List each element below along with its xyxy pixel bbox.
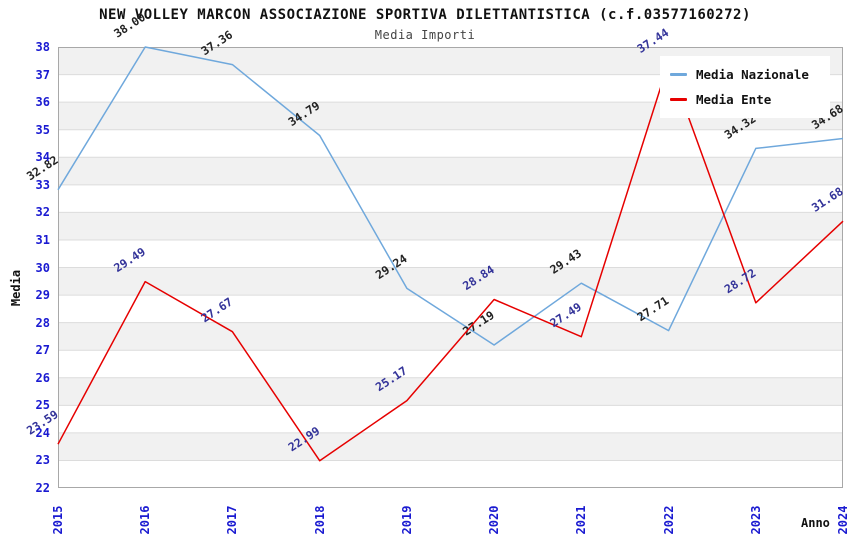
x-tick-label: 2015: [51, 505, 65, 535]
y-tick-label: 36: [35, 95, 50, 110]
plot-band: [58, 239, 843, 268]
plot-border: [58, 47, 843, 488]
x-tick-label: 2018: [312, 505, 327, 535]
x-tick-label: 2022: [661, 505, 676, 535]
x-tick-label: 2021: [574, 505, 589, 535]
y-tick-label: 24: [35, 425, 50, 440]
y-tick-label: 31: [35, 232, 50, 247]
legend-label-media-ente: Media Ente: [696, 92, 772, 107]
x-tick-label: 2024: [836, 505, 850, 535]
legend: Media Nazionale Media Ente: [660, 56, 830, 118]
plot-band: [58, 212, 843, 240]
x-tick-label: 2016: [138, 505, 153, 535]
legend-item-media-nazionale: Media Nazionale: [670, 62, 830, 87]
y-tick-label: 30: [35, 260, 50, 275]
y-tick-label: 23: [35, 453, 50, 468]
y-tick-label: 27: [35, 343, 50, 358]
plot-band: [58, 405, 843, 433]
x-tick-label: 2019: [399, 505, 414, 535]
y-tick-label: 37: [35, 67, 50, 82]
plot-band: [58, 129, 843, 158]
legend-swatch-media-ente: [670, 98, 687, 101]
y-tick-label: 28: [35, 315, 50, 330]
y-tick-label: 25: [35, 398, 50, 413]
series-line-media-ente: [57, 61, 844, 462]
plot-svg: 32.8238.0037.3634.7929.2427.1929.4327.71…: [24, 10, 846, 488]
plot-band: [58, 377, 843, 406]
y-tick-label: 32: [35, 205, 50, 220]
series-line-media-nazionale: [57, 46, 844, 346]
plot-band: [58, 322, 843, 351]
y-tick-label: 33: [35, 177, 50, 192]
y-tick-label: 35: [35, 122, 50, 137]
plot-area: 32.82 38.00 37.36 34.79 29.24 27.19 29.43 27.71…: [24, 10, 846, 488]
legend-item-media-ente: Media Ente: [670, 87, 830, 112]
x-axis-title: Anno: [801, 516, 830, 530]
legend-swatch-media-nazionale: [670, 73, 687, 76]
y-tick-label: 29: [35, 288, 50, 303]
plot-band: [58, 460, 843, 488]
plot-band: [58, 350, 843, 378]
y-tick-label: 34: [35, 150, 50, 165]
plot-band: [58, 295, 843, 323]
x-tick-label: 2023: [748, 505, 763, 535]
plot-band: [58, 432, 843, 461]
y-tick-label: 38: [35, 40, 50, 54]
y-tick-label: 22: [35, 481, 50, 495]
y-tick-label: 26: [35, 370, 50, 385]
plot-band: [58, 184, 843, 213]
legend-label-media-nazionale: Media Nazionale: [696, 67, 809, 82]
plot-band: [58, 267, 843, 296]
chart-subtitle: Media Importi: [374, 28, 476, 42]
plot-band: [58, 157, 843, 185]
chart-title: NEW VOLLEY MARCON ASSOCIAZIONE SPORTIVA …: [99, 7, 751, 23]
x-tick-label: 2020: [487, 505, 502, 535]
x-tick-label: 2017: [225, 505, 240, 535]
